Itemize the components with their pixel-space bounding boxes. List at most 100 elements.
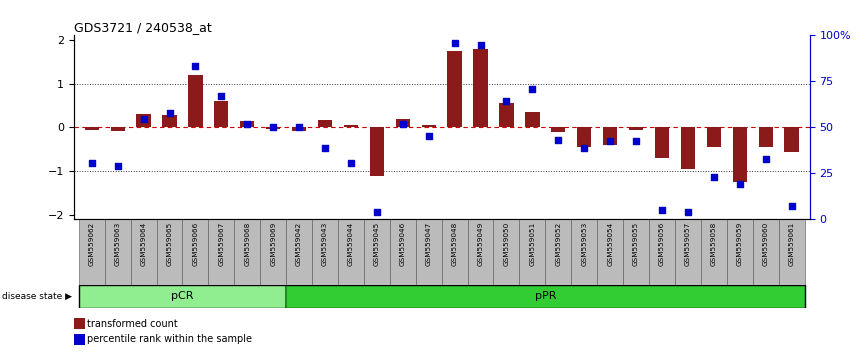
Text: GSM559058: GSM559058 <box>711 222 717 266</box>
Bar <box>655 127 669 158</box>
Bar <box>79 219 105 285</box>
Bar <box>416 219 442 285</box>
Bar <box>649 219 675 285</box>
Point <box>266 125 280 130</box>
Bar <box>240 121 255 127</box>
Bar <box>137 114 151 127</box>
Text: GSM559050: GSM559050 <box>503 222 509 266</box>
Bar <box>442 219 468 285</box>
Text: GSM559043: GSM559043 <box>322 222 328 266</box>
Bar <box>422 125 436 127</box>
Bar <box>390 219 416 285</box>
Bar <box>157 219 183 285</box>
Point <box>396 121 410 127</box>
Bar <box>396 119 410 127</box>
Bar <box>598 219 624 285</box>
Point <box>655 207 669 213</box>
Text: GSM559052: GSM559052 <box>555 222 561 266</box>
Text: GSM559063: GSM559063 <box>114 222 120 266</box>
Point <box>163 110 177 116</box>
Point <box>318 145 332 151</box>
Point <box>526 86 540 92</box>
Text: GSM559042: GSM559042 <box>296 222 302 266</box>
Text: GSM559064: GSM559064 <box>140 222 146 266</box>
Text: GSM559062: GSM559062 <box>88 222 94 266</box>
Point <box>681 209 695 215</box>
Bar <box>474 48 488 127</box>
Text: GSM559055: GSM559055 <box>633 222 639 266</box>
Bar <box>79 285 286 308</box>
Text: pCR: pCR <box>171 291 194 302</box>
Bar <box>500 103 514 127</box>
Bar <box>753 219 779 285</box>
Bar <box>520 219 546 285</box>
Bar <box>526 112 540 127</box>
Text: percentile rank within the sample: percentile rank within the sample <box>87 335 253 344</box>
Point <box>759 156 772 162</box>
Bar <box>344 125 358 127</box>
Text: GSM559044: GSM559044 <box>348 222 354 266</box>
Text: GSM559056: GSM559056 <box>659 222 665 266</box>
Point <box>241 121 255 127</box>
Bar <box>85 127 99 130</box>
Bar <box>235 219 260 285</box>
Bar <box>131 219 157 285</box>
Text: GSM559054: GSM559054 <box>607 222 613 266</box>
Text: GSM559048: GSM559048 <box>452 222 457 266</box>
Bar <box>494 219 520 285</box>
Text: GSM559057: GSM559057 <box>685 222 691 266</box>
Point <box>215 93 229 99</box>
Bar <box>707 127 721 147</box>
Bar <box>105 219 131 285</box>
Bar <box>551 127 565 132</box>
Bar <box>209 219 235 285</box>
Bar <box>759 127 772 147</box>
Bar <box>286 285 805 308</box>
Text: GSM559046: GSM559046 <box>400 222 406 266</box>
Point <box>370 209 384 215</box>
Point <box>578 145 591 151</box>
Text: GSM559066: GSM559066 <box>192 222 198 266</box>
Bar <box>603 127 617 145</box>
Point <box>85 160 99 165</box>
Text: GSM559065: GSM559065 <box>166 222 172 266</box>
Bar <box>701 219 727 285</box>
Bar <box>681 127 695 169</box>
Point <box>733 181 746 186</box>
Bar <box>111 127 125 131</box>
Bar <box>779 219 805 285</box>
Point <box>344 160 358 165</box>
Point <box>604 139 617 144</box>
Point <box>292 125 306 130</box>
Bar <box>733 127 746 182</box>
Bar <box>364 219 390 285</box>
Bar <box>370 127 384 176</box>
Bar <box>214 101 229 127</box>
Bar <box>286 219 312 285</box>
Text: pPR: pPR <box>534 291 556 302</box>
Bar <box>266 127 281 129</box>
Bar <box>448 51 462 127</box>
Point <box>448 40 462 46</box>
Bar <box>577 127 591 147</box>
Bar <box>785 127 798 152</box>
Text: GSM559069: GSM559069 <box>270 222 276 266</box>
Point <box>422 133 436 139</box>
Text: GSM559059: GSM559059 <box>737 222 743 266</box>
Bar <box>675 219 701 285</box>
Bar <box>338 219 364 285</box>
Point <box>552 137 565 143</box>
Bar <box>727 219 753 285</box>
Bar <box>188 75 203 127</box>
Text: transformed count: transformed count <box>87 319 178 329</box>
Bar <box>163 115 177 127</box>
Text: GSM559045: GSM559045 <box>374 222 380 266</box>
Point <box>707 174 721 179</box>
Point <box>500 98 514 104</box>
Point <box>137 116 151 121</box>
Text: GSM559067: GSM559067 <box>218 222 224 266</box>
Point <box>474 42 488 48</box>
Text: GSM559061: GSM559061 <box>789 222 795 266</box>
Text: GSM559068: GSM559068 <box>244 222 250 266</box>
Point <box>629 139 643 144</box>
